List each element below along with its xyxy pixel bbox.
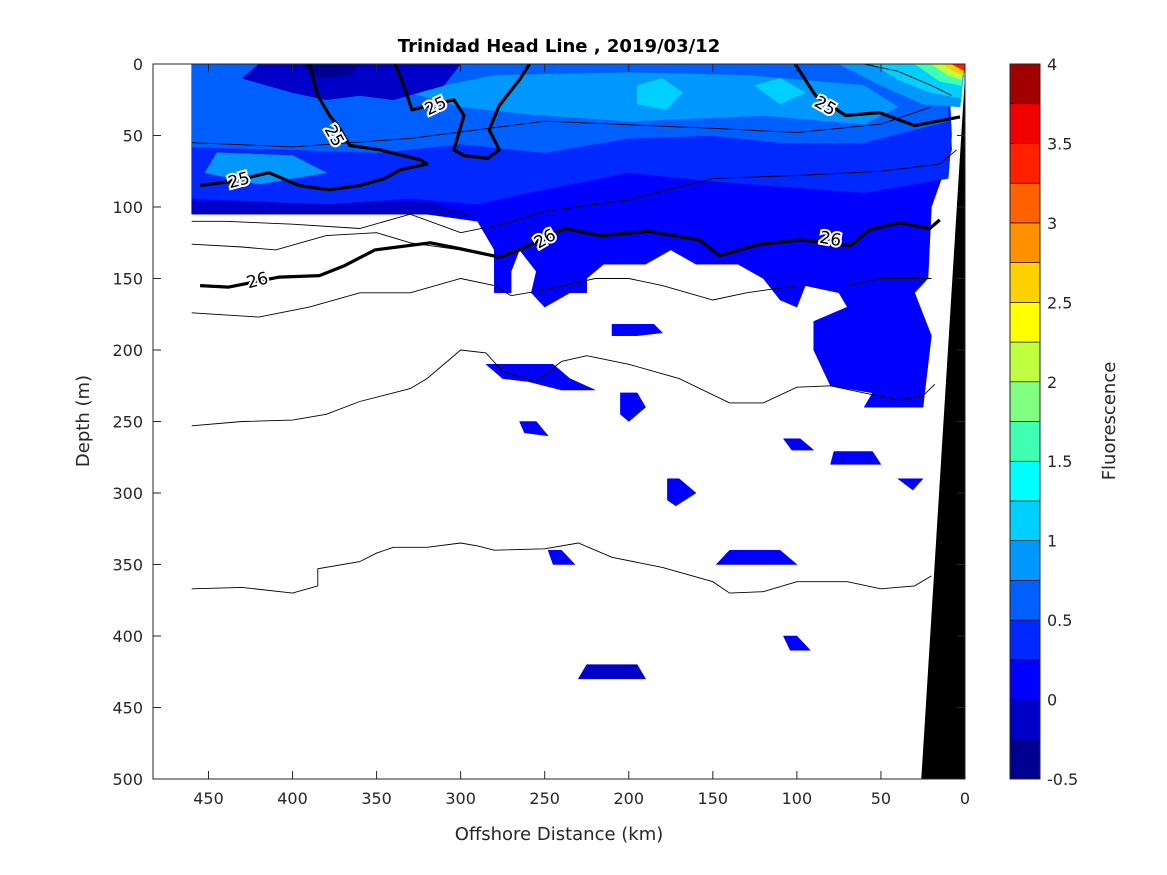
- colorbar-swatch: [1009, 143, 1041, 184]
- colorbar-tick-label: 3.5: [1047, 134, 1072, 153]
- colorbar-tick-label: 4: [1047, 55, 1057, 74]
- colorbar: -0.5 0 0.5 1 1.5 2 2.5 3 3.5 4: [1009, 55, 1078, 789]
- filled-contour-region: [667, 478, 697, 507]
- y-tick-label: 400: [112, 627, 143, 646]
- colorbar-swatch: [1009, 738, 1041, 780]
- x-tick-label: 350: [361, 789, 392, 808]
- colorbar-swatch: [1009, 341, 1041, 383]
- colorbar-swatch: [1009, 540, 1041, 581]
- y-tick-label: 50: [123, 127, 143, 146]
- x-tick-label: 450: [193, 789, 224, 808]
- colorbar-tick-label: -0.5: [1047, 770, 1078, 789]
- x-tick-label: 100: [782, 789, 813, 808]
- chart-title: Trinidad Head Line , 2019/03/12: [398, 36, 720, 57]
- y-tick-label: 150: [112, 270, 143, 289]
- y-tick-label: 200: [112, 341, 143, 360]
- isopycnal-line: [191, 278, 932, 318]
- colorbar-swatch: [1009, 302, 1041, 343]
- colorbar-swatch: [1009, 421, 1041, 462]
- x-tick-label: 200: [613, 789, 644, 808]
- colorbar-swatch: [1009, 182, 1041, 224]
- colorbar-tick-label: 1: [1047, 532, 1057, 551]
- filled-contour-region: [191, 201, 478, 219]
- contour-label: 26: [818, 228, 843, 251]
- x-axis-label: Offshore Distance (km): [455, 824, 664, 845]
- filled-contour-region: [547, 549, 576, 565]
- isopycnal-25-line: [793, 64, 961, 128]
- filled-contour-region: [783, 635, 811, 651]
- colorbar-tick-label: 0.5: [1047, 611, 1072, 630]
- isopycnal-25-line: [199, 64, 429, 192]
- filled-contour-region: [951, 64, 965, 72]
- filled-contour-region: [611, 324, 663, 336]
- colorbar-swatch: [1009, 460, 1041, 502]
- colorbar-tick-label: 2: [1047, 373, 1057, 392]
- colorbar-swatch: [1009, 699, 1041, 740]
- isopycnal-line: [191, 349, 936, 427]
- colorbar-swatch: [1009, 580, 1041, 621]
- y-tick-label: 350: [112, 556, 143, 575]
- colorbar-box: [1009, 63, 1041, 780]
- y-tick-label: 300: [112, 484, 143, 503]
- y-tick-label: 100: [112, 198, 143, 217]
- colorbar-swatch: [1009, 103, 1041, 144]
- colorbar-tick-label: 3: [1047, 214, 1057, 233]
- x-tick-label: 50: [871, 789, 891, 808]
- y-tick-label: 450: [112, 699, 143, 718]
- land-mask: [921, 75, 965, 779]
- colorbar-swatch: [1009, 500, 1041, 541]
- filled-contour-region: [754, 78, 806, 105]
- colorbar-tick-label: 0: [1047, 691, 1057, 710]
- isopycnal-25-line: [393, 64, 531, 160]
- colorbar-tick-label: 2.5: [1047, 293, 1072, 312]
- isopycnal-line: [191, 149, 957, 234]
- colorbar-swatch: [1009, 659, 1041, 700]
- filled-contour-region: [620, 392, 646, 422]
- isopycnal-line: [191, 542, 932, 594]
- filled-contour-region: [577, 664, 647, 680]
- x-tick-label: 300: [445, 789, 476, 808]
- colorbar-swatch: [1009, 381, 1041, 422]
- x-tick-label: 400: [277, 789, 308, 808]
- filled-contour-region: [715, 549, 798, 565]
- contour-label: 26: [244, 268, 270, 293]
- colorbar-swatch: [1009, 619, 1041, 661]
- x-tick-label: 0: [960, 789, 970, 808]
- axes: 0 50 100 150 200 250 300 350 400 450 0 50 100 150 200 2…: [112, 55, 970, 808]
- x-tick-label: 150: [698, 789, 729, 808]
- filled-contour-region: [830, 451, 882, 465]
- filled-contour-region: [519, 421, 549, 437]
- isopycnal-26-line: [200, 218, 941, 289]
- colorbar-swatch: [1009, 262, 1041, 303]
- filled-contour-region: [636, 78, 683, 111]
- y-tick-label: 250: [112, 413, 143, 432]
- y-tick-label: 0: [133, 55, 143, 74]
- y-tick-label: 500: [112, 770, 143, 789]
- x-tick-label: 250: [529, 789, 560, 808]
- colorbar-swatch: [1009, 222, 1041, 263]
- colorbar-tick-label: 1.5: [1047, 452, 1072, 471]
- filled-contour-region: [782, 438, 815, 451]
- colorbar-label: Fluorescence: [1099, 362, 1120, 481]
- y-axis-label: Depth (m): [73, 375, 94, 467]
- filled-contour-region: [897, 478, 924, 491]
- filled-contour-region: [204, 152, 327, 185]
- filled-contour-region: [485, 364, 596, 391]
- isopycnal-line: [191, 106, 932, 148]
- colorbar-swatch: [1009, 63, 1041, 105]
